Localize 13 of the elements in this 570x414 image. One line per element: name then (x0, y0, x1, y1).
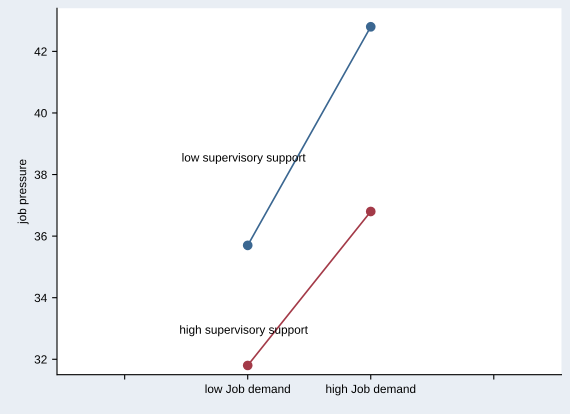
point (242, 360, 253, 370)
x-tick-label: low Job demand (206, 384, 290, 394)
y-tick-label: 42 (34, 47, 47, 56)
x-tick-label: high Job demand (326, 384, 416, 396)
point (366, 22, 376, 32)
y-tick-label: 40 (34, 108, 47, 118)
point (366, 206, 376, 216)
y-tick-label: 32 (34, 355, 47, 364)
y-tick-label: 34 (34, 294, 47, 302)
point (242, 240, 253, 250)
y-tick-label: 38 (34, 170, 47, 179)
y-axis-title: job pressure (18, 160, 29, 224)
y-tick-label: 36 (34, 232, 47, 241)
